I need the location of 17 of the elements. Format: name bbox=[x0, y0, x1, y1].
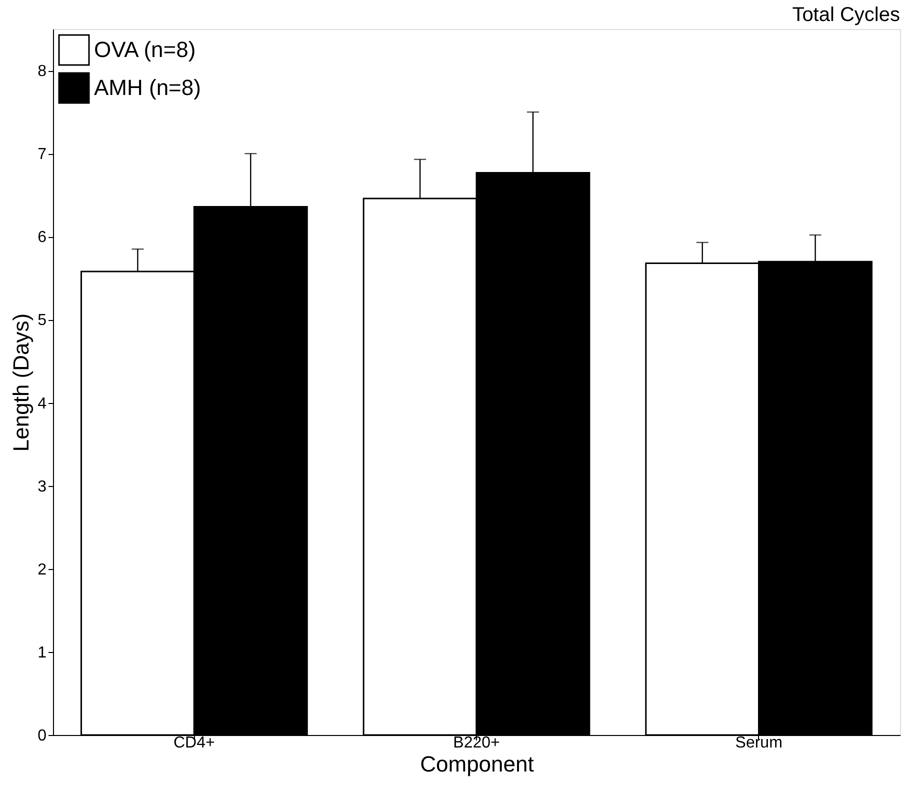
y-tick-label: 2 bbox=[38, 561, 47, 578]
x-axis-title: Component bbox=[420, 752, 534, 776]
x-tick-label: CD4+ bbox=[173, 734, 215, 752]
y-tick-label: 6 bbox=[38, 229, 47, 246]
legend-label: OVA (n=8) bbox=[94, 37, 196, 62]
y-tick-label: 7 bbox=[38, 146, 47, 164]
y-tick-label: 4 bbox=[38, 395, 47, 412]
y-tick-label: 1 bbox=[38, 644, 47, 662]
y-tick-label: 8 bbox=[38, 63, 47, 80]
y-tick-label: 3 bbox=[38, 478, 47, 496]
chart-title: Total Cycles bbox=[792, 4, 900, 26]
y-tick-label: 0 bbox=[38, 728, 47, 744]
x-tick-label: B220+ bbox=[453, 734, 500, 752]
x-tick-label: Serum bbox=[735, 734, 782, 752]
y-axis-title: Length (Days) bbox=[8, 313, 34, 452]
legend-label: AMH (n=8) bbox=[94, 75, 201, 100]
y-tick-label: 5 bbox=[38, 312, 47, 330]
